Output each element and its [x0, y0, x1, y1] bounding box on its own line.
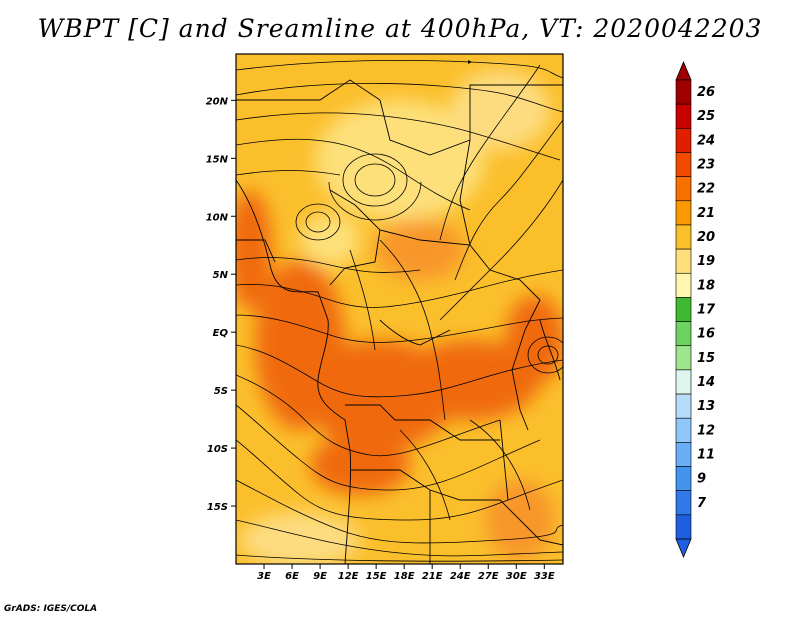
colorbar-label: 23 [697, 158, 715, 173]
colorbar-segment [675, 176, 692, 202]
colorbar-segment [675, 369, 692, 395]
colorbar-label: 9 [697, 472, 706, 487]
sahel-border-north [236, 79, 381, 101]
shading-south-warm [310, 435, 410, 495]
colorbar-label: 15 [697, 351, 715, 366]
colorbar: 26 25 24 23 22 21 20 19 18 17 16 15 14 13 12 11 9 7 [675, 60, 716, 559]
colorbar-segment [675, 79, 692, 105]
colorbar-label: 12 [697, 423, 715, 438]
colorbar-label: 17 [697, 303, 716, 318]
streamlines [236, 59, 563, 562]
colorbar-label: 7 [697, 496, 707, 511]
border-sudan-west [459, 139, 471, 246]
colorbar-segment [675, 321, 692, 347]
shading-southwest-cool [240, 512, 360, 564]
colorbar-segment [675, 248, 692, 274]
lon-tick-label: 33E [534, 571, 555, 582]
colorbar-top-arrow [675, 60, 692, 81]
border-nigeria-cameroon [329, 189, 381, 286]
longitude-axis: 3E 6E 9E 12E 15E 18E 21E 24E 27E 30E 33E [257, 564, 555, 582]
lake-victoria-shore [539, 319, 561, 381]
colorbar-segment [675, 128, 692, 153]
lake-tanganyika [499, 419, 509, 501]
border-chad-sudan [379, 84, 563, 156]
shading-gulf-cool [300, 214, 360, 266]
border-car-south-sudan [379, 229, 541, 301]
colorbar-label: 13 [697, 399, 715, 414]
lon-tick-label: 30E [506, 571, 527, 582]
lon-tick-label: 9E [313, 571, 327, 582]
lat-tick-label: 15S [207, 502, 228, 513]
colorbar-segment [675, 224, 692, 250]
latitude-axis: 20N 15N 10N 5N EQ 5S 10S 15S [206, 96, 236, 513]
shading-sahel-cool [315, 100, 485, 220]
grads-credit: GrADS: IGES/COLA [4, 604, 98, 614]
shading-north-cool [450, 70, 550, 150]
colorbar-segment [675, 442, 692, 467]
colorbar-label: 11 [697, 447, 715, 462]
colorbar-segment [675, 345, 692, 371]
colorbar-segment [675, 417, 692, 443]
lat-tick-label: 10N [206, 212, 229, 223]
colorbar-bottom-arrow [675, 538, 692, 559]
colorbar-label: 24 [697, 133, 715, 148]
colorbar-label: 14 [697, 375, 715, 390]
lon-tick-label: 12E [338, 571, 359, 582]
lon-tick-label: 3E [257, 571, 271, 582]
colorbar-label: 19 [697, 254, 715, 269]
shading-west-warm [236, 190, 272, 310]
shading-center-mid [375, 220, 465, 280]
lon-tick-label: 15E [366, 571, 387, 582]
colorbar-segment [675, 514, 692, 540]
lat-tick-label: 20N [206, 96, 229, 107]
map-frame [235, 53, 564, 565]
lon-tick-label: 24E [450, 571, 471, 582]
lat-tick-label: 5N [213, 270, 229, 281]
border-drc-angola [345, 404, 500, 441]
colorbar-label: 16 [697, 327, 715, 342]
lon-tick-label: 6E [285, 571, 299, 582]
colorbar-segment [675, 466, 692, 491]
colorbar-label: 20 [697, 230, 715, 245]
colorbar-segment [675, 152, 692, 177]
colorbar-segment [675, 272, 692, 298]
border-angola-zambia [350, 469, 521, 521]
colorbar-segment [675, 490, 692, 516]
shading-east-warm [400, 340, 540, 420]
lon-tick-label: 27E [478, 571, 499, 582]
congo-basin-border [379, 319, 451, 346]
colorbar-segment [675, 393, 692, 419]
colorbar-label: 22 [697, 182, 715, 197]
colorbar-segment [675, 297, 692, 322]
lat-tick-label: EQ [213, 328, 229, 339]
border-east-lakes [511, 299, 541, 431]
lon-tick-label: 18E [394, 571, 415, 582]
border-west-africa [236, 239, 276, 263]
colorbar-label: 18 [697, 278, 715, 293]
colorbar-label: 25 [697, 109, 715, 124]
chart-title: WBPT [C] and Sreamline at 400hPa, VT: 20… [37, 14, 763, 43]
colorbar-label: 21 [697, 206, 715, 221]
border-zambia-mozambique [519, 519, 563, 546]
colorbar-segment [675, 103, 692, 129]
wbpt-shading [236, 54, 563, 564]
lat-tick-label: 5S [214, 386, 228, 397]
lat-tick-label: 10S [207, 444, 228, 455]
lon-tick-label: 21E [422, 571, 443, 582]
colorbar-label: 26 [697, 85, 715, 100]
lat-tick-label: 15N [206, 154, 229, 165]
colorbar-segment [675, 200, 692, 226]
coastlines-borders [236, 79, 563, 564]
